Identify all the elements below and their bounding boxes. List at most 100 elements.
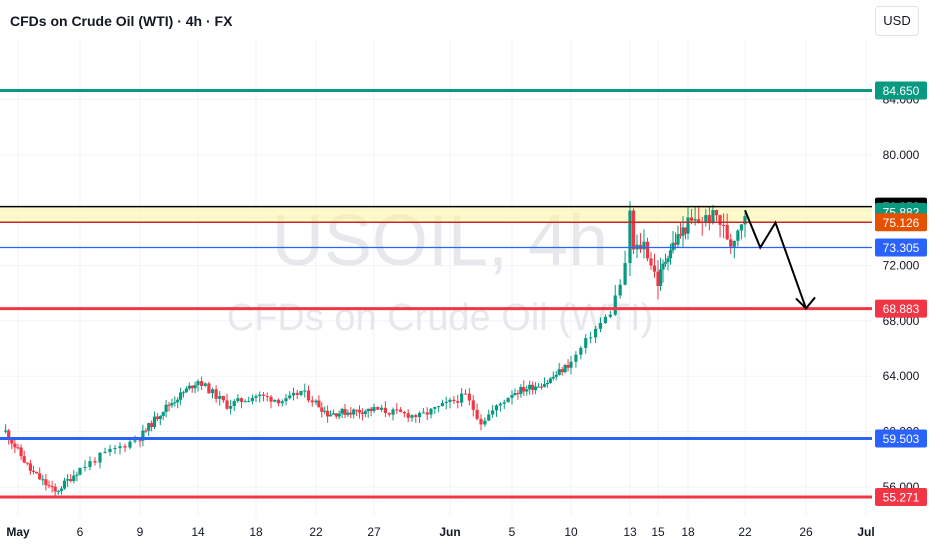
candle-body	[295, 392, 299, 395]
candle-body	[218, 396, 222, 399]
candle-body	[678, 234, 683, 236]
candle-body	[59, 488, 63, 492]
price-level-badge	[875, 81, 927, 100]
candle-body	[429, 408, 433, 415]
candle-body	[334, 413, 338, 417]
candle-body	[280, 401, 284, 404]
candle-body	[506, 397, 510, 403]
candle-body	[66, 479, 70, 481]
candle-body	[44, 479, 48, 486]
candle-body	[193, 385, 197, 389]
candle-body	[707, 215, 711, 224]
candle-body	[510, 394, 514, 398]
candle-body	[516, 393, 520, 395]
candle-body	[376, 406, 380, 410]
candle-body	[250, 397, 254, 402]
candle-body	[628, 210, 632, 264]
candle-body	[536, 386, 541, 388]
time-axis-tick-label: 22	[309, 525, 323, 539]
time-axis-tick-label: 27	[367, 525, 381, 539]
candle-body	[78, 467, 82, 475]
candle-body	[196, 381, 200, 386]
candle-body	[10, 439, 14, 444]
time-axis-tick-label: May	[6, 525, 30, 539]
forecast-path[interactable]	[744, 209, 807, 309]
candle-body	[563, 365, 567, 373]
candle-body	[170, 403, 174, 406]
candle-body	[133, 440, 137, 442]
candle-body	[658, 269, 663, 287]
time-axis-tick-label: 13	[623, 525, 637, 539]
candle-body	[35, 471, 39, 474]
time-axis-tick-label: 22	[738, 525, 752, 539]
candle-body	[138, 440, 142, 442]
candle-body	[173, 402, 177, 404]
candle-body	[25, 462, 29, 464]
candle-body	[534, 386, 538, 391]
candle-body	[406, 413, 410, 418]
candle-body	[323, 410, 327, 412]
candle-body	[433, 407, 437, 409]
candle-body	[487, 414, 491, 421]
candle-body	[452, 399, 456, 402]
candle-body	[663, 261, 668, 264]
candle-body	[448, 399, 452, 402]
candle-body	[729, 239, 733, 247]
candle-body	[539, 386, 544, 388]
time-axis-tick-label: 14	[191, 525, 205, 539]
time-axis-tick-label: Jun	[439, 525, 460, 539]
candle-body	[203, 383, 207, 386]
candle-body	[557, 369, 561, 375]
candle-body	[399, 409, 403, 412]
candle-body	[155, 416, 159, 420]
candle-body	[483, 420, 487, 425]
candle-body	[360, 412, 364, 414]
forecast-arrow-head	[795, 296, 816, 310]
candle-body	[603, 316, 608, 324]
time-axis[interactable]	[0, 517, 932, 550]
candle-body	[528, 384, 532, 390]
candle-body	[144, 430, 148, 432]
candle-body	[598, 323, 603, 329]
candle-body	[525, 389, 529, 392]
currency-button[interactable]: USD	[875, 6, 919, 36]
candle-body	[649, 258, 653, 266]
candle-body	[150, 423, 154, 428]
candle-body	[668, 250, 673, 259]
candle-body	[31, 470, 36, 472]
watermark-description: CFDs on Crude Oil (WTI)	[227, 297, 653, 339]
candle-body	[258, 394, 262, 397]
candle-body	[232, 401, 236, 407]
candle-body	[317, 400, 321, 408]
price-level-badge-label: 59.503	[883, 432, 920, 446]
candle-body	[75, 474, 79, 476]
candle-body	[519, 386, 523, 395]
resistance-zone[interactable]	[0, 206, 872, 223]
candle-body	[328, 414, 333, 417]
candle-body	[395, 409, 399, 411]
candle-body	[456, 401, 460, 403]
candle-body	[714, 210, 719, 216]
candle-body	[288, 395, 292, 399]
candle-body	[93, 461, 97, 463]
candle-body	[418, 412, 422, 418]
candle-body	[7, 430, 11, 440]
candle-body	[349, 412, 353, 415]
candle-body	[593, 328, 598, 338]
candle-body	[247, 401, 251, 403]
time-axis-tick-label: 18	[681, 525, 695, 539]
candle-body	[113, 448, 117, 450]
price-axis-tick-label: 80.000	[883, 148, 920, 162]
candle-body	[337, 413, 341, 417]
candle-body	[467, 393, 471, 401]
price-level-badge-label: 73.305	[883, 241, 920, 255]
candle-body	[62, 480, 67, 489]
candle-body	[463, 393, 468, 395]
candle-body	[314, 400, 318, 403]
candle-body	[387, 412, 391, 415]
candle-body	[243, 401, 247, 403]
candle-body	[164, 404, 168, 412]
candle-body	[152, 416, 157, 428]
